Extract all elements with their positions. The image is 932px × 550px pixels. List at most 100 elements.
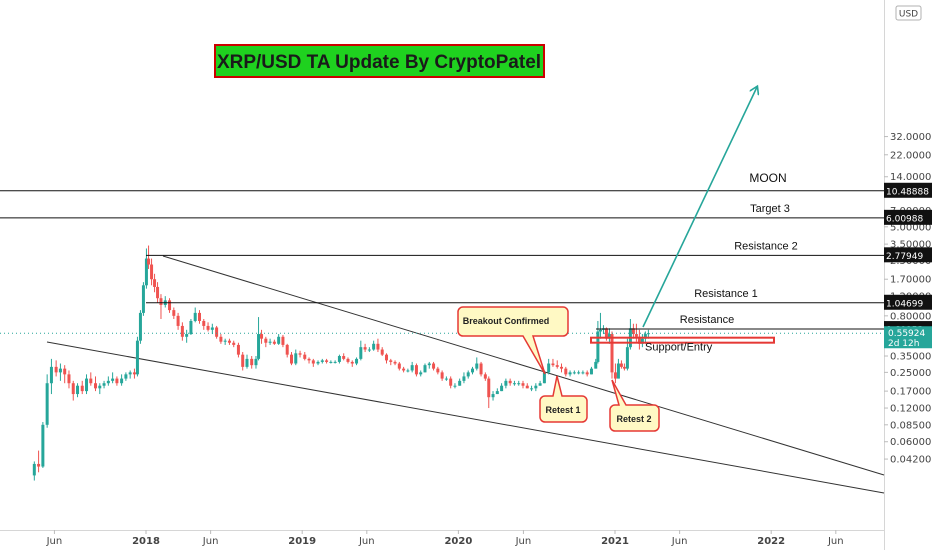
candle-body bbox=[542, 372, 546, 384]
candle-body bbox=[144, 258, 148, 286]
level-price-label: 6.00988 bbox=[886, 214, 923, 224]
candle-body bbox=[500, 385, 504, 392]
currency-label: USD bbox=[899, 10, 918, 20]
candle-body bbox=[150, 264, 154, 280]
price-tick-label: 14.00000 bbox=[890, 172, 932, 183]
candle-body bbox=[124, 374, 128, 379]
candle-body bbox=[427, 363, 431, 366]
candle-body bbox=[254, 358, 258, 366]
candle-body bbox=[616, 363, 620, 379]
candle-body bbox=[479, 363, 483, 375]
candle-body bbox=[640, 338, 644, 344]
plot-area bbox=[0, 0, 884, 550]
candle-body bbox=[604, 328, 608, 339]
candle-body bbox=[333, 361, 337, 363]
time-tick-label: 2020 bbox=[444, 536, 472, 547]
candle-body bbox=[346, 358, 350, 362]
candle-body bbox=[585, 372, 589, 375]
candle-body bbox=[37, 463, 41, 467]
candle-body bbox=[250, 358, 254, 366]
candle-body bbox=[487, 378, 491, 398]
candle-body bbox=[80, 385, 84, 392]
time-tick-label: Jun bbox=[202, 536, 219, 547]
candle-body bbox=[54, 366, 58, 373]
candle-body bbox=[180, 325, 184, 337]
chart-title-box: XRP/USD TA Update By CryptoPatel bbox=[214, 44, 545, 78]
candle-body bbox=[277, 336, 281, 344]
candle-body bbox=[355, 358, 359, 364]
candle-body bbox=[111, 378, 115, 381]
candle-body bbox=[350, 361, 354, 364]
current-price-value: 0.55924 bbox=[888, 329, 925, 339]
candle-body bbox=[76, 385, 80, 395]
candle-body bbox=[380, 349, 384, 355]
candle-body bbox=[98, 385, 102, 389]
level-annotation: Resistance 2 bbox=[734, 240, 798, 252]
candle-body bbox=[581, 372, 585, 374]
candle-body bbox=[58, 368, 62, 373]
level-price-badge bbox=[884, 209, 932, 225]
candle-body bbox=[372, 343, 376, 350]
level-price-badge bbox=[884, 182, 932, 198]
candle-body bbox=[453, 385, 457, 387]
candle-body bbox=[189, 320, 193, 335]
candle-body bbox=[172, 310, 176, 316]
candle-body bbox=[449, 378, 453, 386]
level-annotation: Target 3 bbox=[750, 203, 790, 215]
candle-body bbox=[444, 378, 448, 380]
currency-badge[interactable]: USD bbox=[895, 5, 922, 21]
price-tick-label: 0.80000 bbox=[890, 311, 931, 322]
candle-body bbox=[245, 358, 249, 367]
candle-body bbox=[577, 372, 581, 374]
candle-body bbox=[120, 378, 124, 384]
current-price-badge: 0.55924 2d 12h bbox=[884, 326, 932, 349]
candle-body bbox=[272, 341, 276, 344]
price-tick-label: 0.17000 bbox=[890, 387, 931, 398]
candle-body bbox=[619, 363, 623, 367]
candle-body bbox=[440, 372, 444, 379]
candle-body bbox=[294, 353, 298, 364]
candle-body bbox=[102, 383, 106, 386]
candle-body bbox=[363, 347, 367, 350]
candle-body bbox=[176, 315, 180, 326]
candle-body bbox=[631, 328, 635, 335]
candle-body bbox=[402, 368, 406, 371]
level-annotation: MOON bbox=[749, 171, 786, 185]
candle-body bbox=[135, 340, 139, 375]
candle-body bbox=[521, 383, 525, 386]
candle-body bbox=[551, 363, 555, 366]
time-tick-label: Jun bbox=[827, 536, 844, 547]
support-entry-label: Support/Entry bbox=[645, 342, 713, 354]
candle-body bbox=[596, 331, 600, 362]
candle-body bbox=[564, 368, 568, 375]
time-tick-label: Jun bbox=[671, 536, 688, 547]
time-tick-label: 2021 bbox=[601, 536, 629, 547]
candle-body bbox=[389, 360, 393, 362]
price-tick-label: 0.35000 bbox=[890, 352, 931, 363]
candle-body bbox=[206, 325, 210, 330]
candle-body bbox=[232, 342, 236, 345]
candle-body bbox=[307, 358, 311, 361]
candle-body bbox=[342, 356, 346, 359]
candle-body bbox=[241, 354, 245, 367]
candle-body bbox=[197, 312, 201, 321]
candle-body bbox=[202, 320, 206, 326]
time-tick-label: 2018 bbox=[132, 536, 160, 547]
candle-body bbox=[512, 383, 516, 385]
candle-body bbox=[337, 356, 341, 362]
candle-body bbox=[94, 383, 98, 389]
candle-body bbox=[367, 349, 371, 351]
current-price-badge-box bbox=[884, 326, 932, 349]
candle-body bbox=[458, 380, 462, 386]
candle-body bbox=[316, 361, 320, 364]
candle-body bbox=[168, 300, 172, 311]
candle-body bbox=[153, 279, 157, 287]
time-axis[interactable]: Jun 2018 Jun 2019 Jun 2020 Jun 2021 Jun 2022 Jun bbox=[46, 530, 844, 547]
candle-body bbox=[223, 340, 227, 342]
candle-body bbox=[466, 372, 470, 377]
candle-body bbox=[414, 365, 418, 375]
retest1-callout-bubble bbox=[539, 375, 588, 423]
price-tick-label: 0.25000 bbox=[890, 368, 931, 379]
candle-body bbox=[517, 383, 521, 385]
candle-body bbox=[227, 340, 231, 343]
